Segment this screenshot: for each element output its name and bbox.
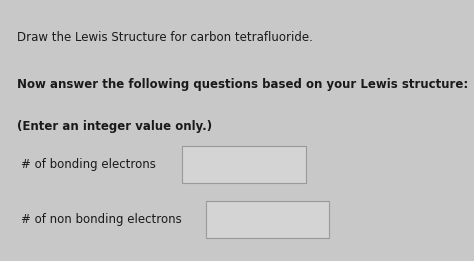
FancyBboxPatch shape — [182, 146, 306, 183]
Text: Now answer the following questions based on your Lewis structure:: Now answer the following questions based… — [17, 78, 468, 91]
Text: Draw the Lewis Structure for carbon tetrafluoride.: Draw the Lewis Structure for carbon tetr… — [17, 31, 312, 44]
Text: # of bonding electrons: # of bonding electrons — [21, 158, 156, 171]
FancyBboxPatch shape — [206, 201, 329, 238]
Text: # of non bonding electrons: # of non bonding electrons — [21, 213, 182, 226]
Text: (Enter an integer value only.): (Enter an integer value only.) — [17, 120, 212, 133]
